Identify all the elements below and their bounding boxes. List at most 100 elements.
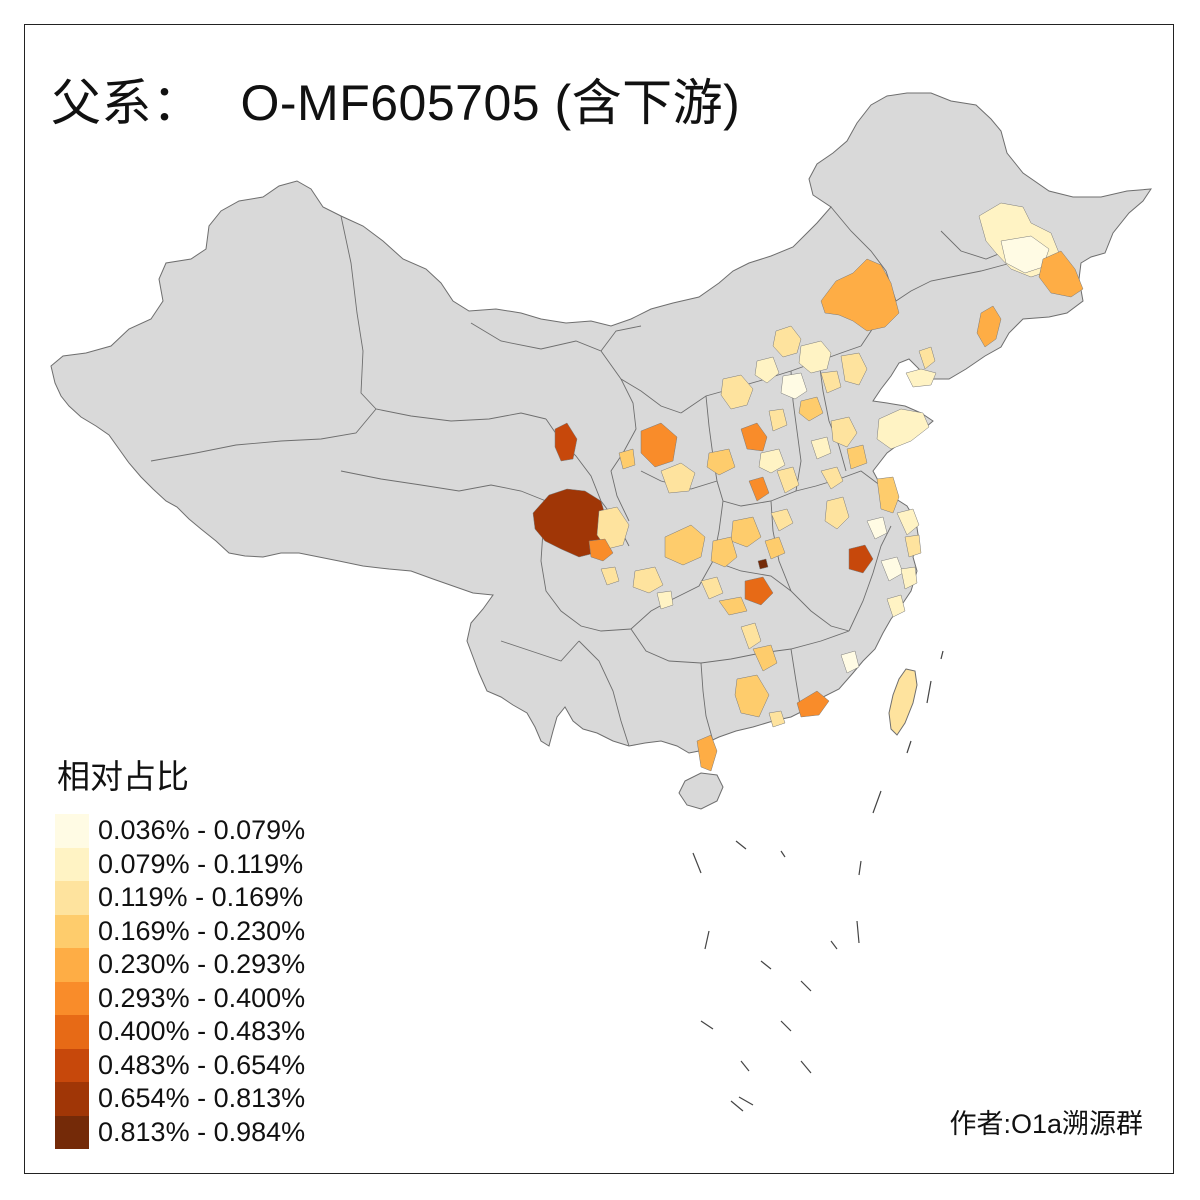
region-hub-1 bbox=[710, 536, 738, 568]
region-hb-3 bbox=[840, 352, 868, 386]
land-layer bbox=[50, 92, 1152, 810]
legend-item: 0.654% - 0.813% bbox=[55, 1082, 305, 1116]
legend-swatch bbox=[55, 1015, 89, 1049]
region-ne-4 bbox=[976, 305, 1002, 348]
china-map bbox=[50, 92, 1152, 1112]
data-regions bbox=[532, 202, 1084, 772]
map-frame: 父系： O-MF605705 (含下游) 相对占比 0.036% - 0.079%… bbox=[24, 24, 1174, 1174]
region-gs-1 bbox=[554, 422, 578, 462]
region-sd-2 bbox=[830, 416, 858, 448]
legend-swatch bbox=[55, 914, 89, 948]
legend-swatch bbox=[55, 847, 89, 881]
region-js-2 bbox=[896, 508, 920, 536]
region-gz-1 bbox=[656, 590, 674, 610]
region-cq-1 bbox=[664, 524, 706, 566]
south-sea-islands bbox=[692, 650, 944, 1112]
region-hb-4 bbox=[780, 372, 808, 400]
region-sc-3 bbox=[588, 538, 614, 562]
legend-swatch bbox=[55, 881, 89, 915]
region-hn-5 bbox=[764, 536, 786, 560]
legend-label: 0.293% - 0.400% bbox=[98, 982, 306, 1013]
legend-rows: 0.036% - 0.079% 0.079% - 0.119% 0.119% - 0… bbox=[55, 814, 305, 1149]
region-sd-1 bbox=[876, 408, 930, 450]
region-hub-5 bbox=[700, 576, 724, 600]
region-zj-3 bbox=[904, 534, 922, 558]
legend-item: 0.079% - 0.119% bbox=[55, 847, 305, 881]
region-sc-2 bbox=[596, 506, 630, 550]
region-ah-2 bbox=[848, 544, 874, 574]
region-sd-4 bbox=[810, 436, 832, 460]
region-gd-3 bbox=[768, 710, 786, 728]
legend-swatch bbox=[55, 1082, 89, 1116]
region-sx-4 bbox=[768, 408, 788, 432]
region-ah-1 bbox=[824, 496, 850, 530]
legend-label: 0.036% - 0.079% bbox=[98, 815, 306, 846]
region-hb-5 bbox=[820, 370, 842, 394]
author-credit: 作者:O1a溯源群 bbox=[949, 1109, 1143, 1139]
legend-label: 0.119% - 0.169% bbox=[98, 882, 304, 913]
legend-label: 0.654% - 0.813% bbox=[98, 1083, 306, 1114]
region-sc-4 bbox=[600, 566, 620, 586]
region-hn-1 bbox=[748, 476, 770, 502]
legend-item: 0.293% - 0.400% bbox=[55, 981, 306, 1015]
legend-item: 0.483% - 0.654% bbox=[55, 1048, 306, 1082]
legend-label: 0.079% - 0.119% bbox=[98, 848, 304, 879]
region-sd-5 bbox=[820, 466, 844, 490]
china-mainland bbox=[50, 92, 1152, 754]
region-gd-1 bbox=[734, 674, 770, 718]
region-sd-3 bbox=[846, 444, 868, 470]
region-hn-2 bbox=[776, 466, 800, 494]
legend-label: 0.400% - 0.483% bbox=[98, 1016, 306, 1047]
region-zj-2 bbox=[900, 566, 918, 590]
region-sx-1 bbox=[720, 374, 754, 410]
region-gs-4 bbox=[660, 462, 696, 494]
legend-item: 0.400% - 0.483% bbox=[55, 1015, 305, 1049]
region-hub-2 bbox=[757, 558, 769, 570]
region-gx-1 bbox=[696, 734, 718, 772]
legend-swatch bbox=[55, 981, 89, 1015]
region-im-1 bbox=[820, 258, 900, 332]
legend-title: 相对占比 bbox=[57, 758, 189, 795]
region-zj-4 bbox=[886, 594, 906, 618]
legend-item: 0.813% - 0.984% bbox=[55, 1115, 306, 1149]
region-hn-4 bbox=[770, 508, 794, 532]
legend-swatch bbox=[55, 1048, 89, 1082]
region-ne-6 bbox=[905, 368, 937, 388]
region-hb-2 bbox=[798, 340, 832, 374]
region-sn-1 bbox=[706, 448, 736, 476]
legend-swatch bbox=[55, 1115, 89, 1149]
legend-label: 0.483% - 0.654% bbox=[98, 1049, 306, 1080]
region-jx-1 bbox=[840, 650, 860, 674]
legend-swatch bbox=[55, 814, 89, 848]
region-ne-3 bbox=[1038, 250, 1084, 298]
region-hun-2 bbox=[752, 644, 778, 672]
legend-label: 0.813% - 0.984% bbox=[98, 1116, 306, 1147]
region-hb-1 bbox=[772, 325, 802, 358]
region-cq-2 bbox=[632, 566, 664, 594]
region-hub-4 bbox=[718, 596, 748, 616]
region-sx-3 bbox=[740, 422, 768, 452]
legend-item: 0.036% - 0.079% bbox=[55, 814, 305, 848]
region-gd-2 bbox=[796, 690, 830, 718]
region-js-1 bbox=[876, 476, 900, 514]
region-sx-5 bbox=[758, 448, 786, 474]
region-ne-5 bbox=[918, 346, 936, 370]
region-gs-3 bbox=[618, 448, 636, 470]
taiwan-island bbox=[888, 668, 918, 736]
legend-item: 0.169% - 0.230% bbox=[55, 914, 306, 948]
map-title: 父系： O-MF605705 (含下游) bbox=[51, 63, 740, 135]
region-ah-3 bbox=[866, 516, 888, 540]
legend-item: 0.230% - 0.293% bbox=[55, 948, 305, 982]
region-hb-6 bbox=[798, 396, 824, 422]
legend-label: 0.169% - 0.230% bbox=[98, 915, 306, 946]
legend-label: 0.230% - 0.293% bbox=[98, 949, 306, 980]
title-prefix: 父系： bbox=[51, 75, 203, 131]
legend-swatch bbox=[55, 948, 89, 982]
region-gs-2 bbox=[640, 422, 678, 468]
region-sx-2 bbox=[754, 356, 780, 384]
hainan-island bbox=[678, 772, 724, 810]
title-haplogroup: O-MF605705 (含下游) bbox=[240, 75, 741, 131]
region-hun-1 bbox=[740, 622, 762, 650]
legend: 相对占比 0.036% - 0.079% 0.079% - 0.119% 0.119… bbox=[55, 750, 305, 1149]
legend-item: 0.119% - 0.169% bbox=[55, 881, 305, 915]
